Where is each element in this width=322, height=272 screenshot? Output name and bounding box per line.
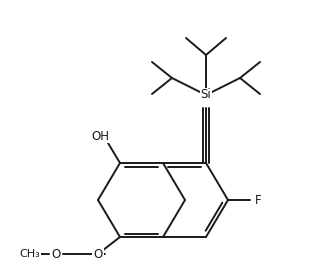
Text: CH₃: CH₃ <box>20 249 40 259</box>
Text: Si: Si <box>201 88 211 101</box>
Text: F: F <box>255 193 261 206</box>
Text: OH: OH <box>91 129 109 143</box>
Text: O: O <box>52 248 61 261</box>
Text: O: O <box>93 248 103 261</box>
